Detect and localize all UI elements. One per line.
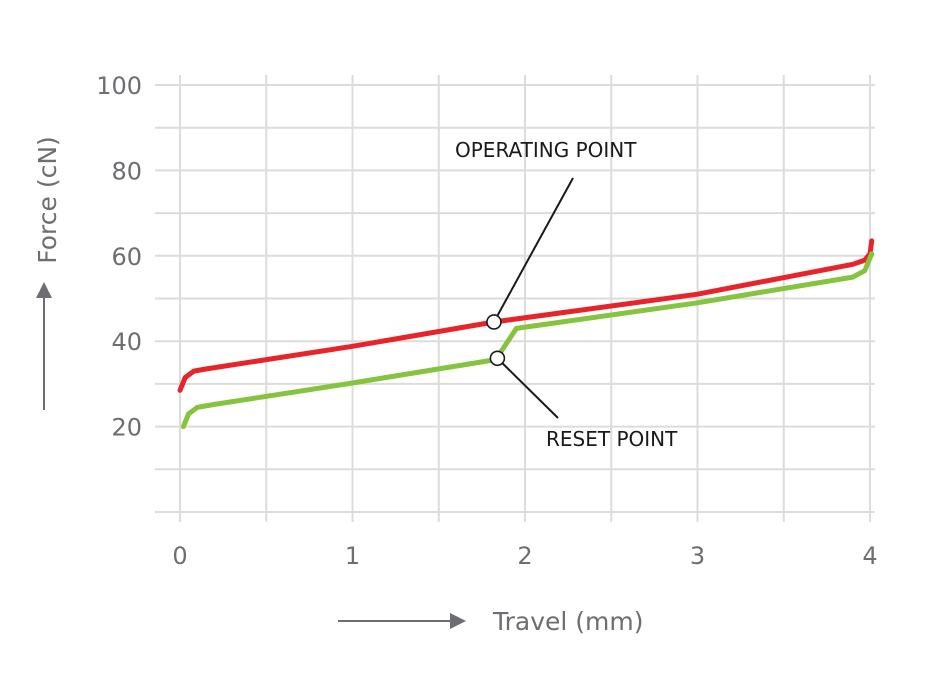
operating-point-marker	[486, 314, 502, 330]
y-tick-label: 80	[111, 157, 142, 185]
y-tick-label: 60	[111, 243, 142, 271]
y-tick-label: 100	[96, 72, 142, 100]
y-tick-labels: 20 40 60 80 100	[96, 72, 142, 442]
x-tick-label: 4	[862, 542, 877, 570]
x-tick-label: 0	[172, 542, 187, 570]
x-tick-labels: 0 1 2 3 4	[172, 542, 877, 570]
reset-point-marker	[489, 350, 506, 367]
x-axis-title: Travel (mm)	[492, 607, 643, 636]
y-tick-label: 40	[111, 328, 142, 356]
annotation-labels: OPERATING POINT RESET POINT	[455, 138, 678, 451]
x-tick-label: 3	[690, 542, 705, 570]
x-axis-arrow	[338, 613, 466, 629]
y-tick-label: 20	[111, 414, 142, 442]
x-tick-label: 1	[345, 542, 360, 570]
y-axis-title: Force (cN)	[33, 136, 62, 264]
annotation-markers	[486, 314, 506, 367]
operating-point-leader-line	[493, 177, 574, 323]
y-axis-arrow	[36, 282, 52, 410]
reset-point-label: RESET POINT	[546, 427, 678, 451]
x-tick-label: 2	[517, 542, 532, 570]
reset-point-leader-line	[496, 357, 559, 419]
annotation-leaders	[493, 177, 574, 419]
grid	[155, 75, 875, 522]
operating-point-label: OPERATING POINT	[455, 138, 637, 162]
